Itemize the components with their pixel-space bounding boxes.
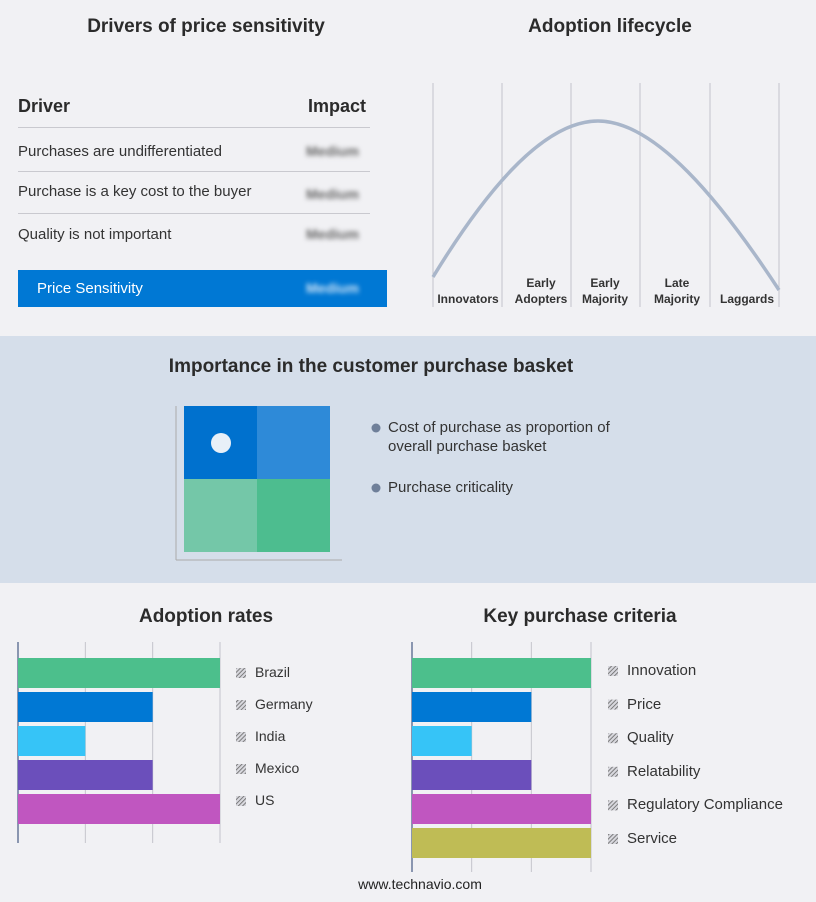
legend-label: US: [255, 792, 275, 808]
legend-bullet: [371, 483, 381, 493]
section-title: Adoption lifecycle: [528, 16, 692, 37]
stage-label: Early Majority: [581, 276, 628, 306]
row-separator: [18, 213, 370, 214]
lifecycle-curve: [431, 119, 781, 291]
legend-bullet: [371, 423, 381, 433]
legend-label: Service: [627, 830, 678, 847]
section-title: Drivers of price sensitivity: [87, 16, 325, 37]
section-title: Adoption rates: [138, 606, 274, 627]
bar: [18, 760, 153, 790]
legend-icon: [236, 668, 246, 678]
stage-label: Late Majority: [653, 276, 700, 306]
matrix-marker: [211, 433, 231, 453]
legend-label: India: [255, 728, 286, 744]
matrix-cell: [184, 479, 257, 552]
legend-label: Regulatory Compliance: [627, 796, 783, 814]
summary-row: [18, 270, 387, 307]
bar: [412, 828, 591, 858]
table-cell: Medium: [306, 186, 359, 202]
bar: [18, 692, 153, 722]
legend-label: Cost of purchase as proportion of overal…: [388, 419, 610, 455]
band: [0, 336, 816, 583]
legend-icon: [236, 732, 246, 742]
legend-icon: [608, 834, 618, 844]
legend-label: Mexico: [255, 760, 300, 776]
matrix-cell: [257, 406, 330, 479]
table-cell: Purchase is a key cost to the buyer: [18, 183, 252, 200]
legend-label: Purchase criticality: [388, 479, 514, 496]
legend-label: Brazil: [255, 664, 291, 680]
table-cell: Medium: [306, 143, 359, 159]
legend-icon: [236, 764, 246, 774]
stage-label: Early Adopters: [514, 276, 568, 306]
legend-icon: [236, 796, 246, 806]
summary-value: Medium: [306, 280, 359, 296]
table-header: Impact: [307, 96, 366, 116]
bar: [412, 794, 591, 824]
table-cell: Quality is not important: [18, 226, 172, 243]
bar: [18, 658, 220, 688]
bar: [412, 760, 532, 790]
lifecycle-grid: [432, 83, 780, 307]
row-separator: [18, 127, 370, 128]
summary-label: Price Sensitivity: [37, 280, 143, 297]
stage-label: Laggards: [719, 292, 774, 306]
stage-label: Innovators: [437, 292, 499, 306]
legend-icon: [608, 699, 618, 710]
legend-label: Quality: [627, 729, 674, 747]
legend-label: Innovation: [627, 662, 697, 679]
section-title: Key purchase criteria: [483, 606, 677, 627]
legend-icon: [608, 766, 618, 777]
legend-label: Germany: [255, 696, 313, 712]
bar: [18, 726, 86, 756]
bar: [18, 794, 220, 824]
row-separator: [18, 171, 370, 172]
matrix-cell: [257, 479, 330, 552]
legend-icon: [608, 733, 618, 744]
legend-icon: [608, 666, 618, 676]
table-header: Driver: [18, 96, 71, 116]
table-cell: Purchases are undifferentiated: [18, 143, 223, 160]
bar: [412, 658, 591, 688]
bar: [412, 692, 532, 722]
legend-icon: [608, 800, 618, 811]
legend-label: Price: [627, 695, 662, 713]
footer: www.technavio.com: [358, 876, 482, 892]
section-title: Importance in the customer purchase bask…: [168, 356, 574, 377]
table-cell: Medium: [306, 226, 359, 242]
legend-icon: [236, 700, 246, 710]
bar: [412, 726, 472, 756]
legend-label: Relatability: [627, 762, 701, 780]
